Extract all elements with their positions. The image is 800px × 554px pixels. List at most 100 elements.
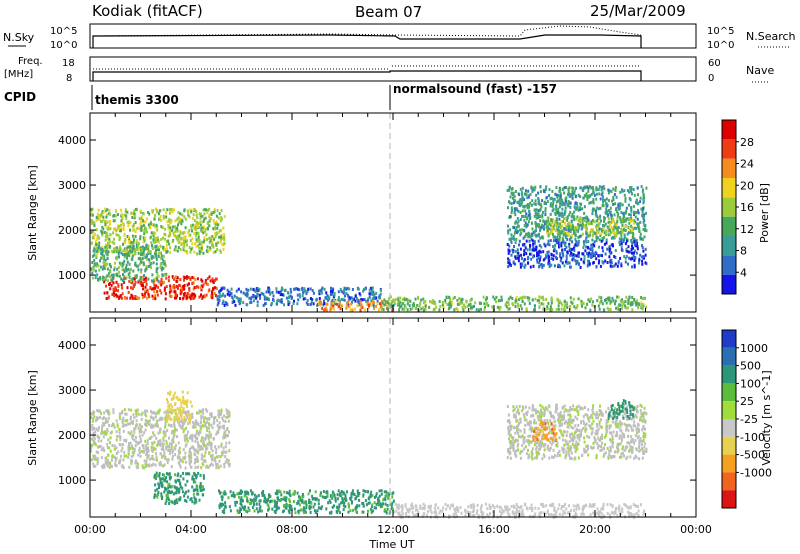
data-cell — [633, 219, 636, 223]
data-cell — [202, 283, 205, 287]
data-cell — [162, 259, 165, 263]
data-cell — [191, 246, 194, 250]
data-cell — [613, 255, 616, 258]
data-cell — [92, 465, 95, 468]
data-cell — [91, 213, 94, 217]
data-cell — [628, 228, 631, 232]
data-cell — [574, 201, 577, 205]
data-cell — [606, 225, 609, 229]
data-cell — [605, 238, 608, 242]
data-cell — [144, 439, 147, 443]
data-cell — [631, 296, 634, 299]
data-cell — [144, 428, 147, 432]
data-cell — [160, 225, 163, 229]
data-cell — [161, 273, 164, 277]
data-cell — [315, 298, 318, 302]
data-cell — [221, 425, 224, 429]
data-cell — [223, 241, 226, 245]
power-region-3 — [216, 286, 383, 308]
data-cell — [202, 225, 205, 229]
data-cell — [557, 225, 560, 229]
data-cell — [122, 226, 125, 230]
data-cell — [340, 494, 343, 497]
data-cell — [609, 264, 612, 268]
data-cell — [598, 259, 601, 263]
data-cell — [531, 298, 534, 302]
data-cell — [592, 198, 595, 202]
data-cell — [215, 451, 218, 455]
data-cell — [140, 430, 143, 433]
data-cell — [159, 430, 161, 434]
data-cell — [597, 254, 600, 258]
data-cell — [142, 224, 145, 227]
data-cell — [196, 216, 199, 220]
nave-tick-low: 0 — [708, 73, 714, 84]
data-cell — [188, 462, 191, 466]
data-cell — [126, 286, 129, 290]
data-cell — [95, 427, 98, 431]
data-cell — [424, 307, 427, 311]
data-cell — [556, 239, 559, 243]
data-cell — [91, 261, 94, 264]
data-cell — [579, 207, 582, 211]
data-cell — [602, 198, 605, 202]
data-cell — [435, 305, 438, 309]
data-cell — [438, 300, 441, 303]
data-cell — [192, 281, 195, 285]
data-cell — [204, 422, 207, 426]
data-cell — [580, 257, 583, 261]
data-cell — [206, 211, 209, 215]
data-cell — [615, 234, 618, 238]
data-cell — [155, 270, 158, 273]
data-cell — [180, 290, 183, 294]
data-cell — [181, 490, 184, 494]
data-cell — [218, 229, 221, 233]
data-cell — [597, 225, 600, 228]
data-cell — [179, 288, 182, 292]
data-cell — [583, 254, 586, 258]
colorbar-swatch — [722, 158, 736, 178]
data-cell — [154, 483, 157, 487]
freq-trace — [92, 70, 642, 81]
data-cell — [375, 506, 377, 510]
data-cell — [201, 455, 204, 459]
data-cell — [532, 242, 535, 246]
data-cell — [157, 410, 160, 413]
data-cell — [224, 450, 227, 454]
data-cell — [573, 230, 575, 233]
data-cell — [560, 256, 563, 260]
data-cell — [521, 209, 524, 213]
data-cell — [429, 300, 431, 304]
data-cell — [176, 229, 179, 233]
data-cell — [510, 233, 513, 237]
data-cell — [640, 305, 643, 309]
data-cell — [154, 225, 157, 229]
data-cell — [626, 189, 629, 192]
data-cell — [617, 261, 620, 265]
data-cell — [121, 253, 124, 257]
data-cell — [186, 405, 188, 409]
data-cell — [337, 290, 340, 294]
data-cell — [517, 304, 520, 308]
data-cell — [192, 445, 194, 449]
data-cell — [520, 200, 523, 204]
data-cell — [145, 230, 148, 234]
data-cell — [555, 251, 558, 255]
data-cell — [198, 249, 201, 253]
data-cell — [371, 505, 373, 509]
data-cell — [221, 243, 224, 246]
data-cell — [585, 236, 588, 240]
data-cell — [168, 436, 170, 440]
data-cell — [595, 209, 597, 213]
data-cell — [569, 248, 572, 252]
data-cell — [616, 210, 619, 214]
data-cell — [220, 442, 223, 446]
data-cell — [554, 236, 557, 240]
data-cell — [302, 297, 305, 301]
data-cell — [158, 217, 161, 221]
data-cell — [208, 417, 211, 420]
data-cell — [487, 304, 490, 308]
data-cell — [267, 290, 269, 293]
data-cell — [523, 249, 526, 253]
data-cell — [213, 292, 216, 295]
